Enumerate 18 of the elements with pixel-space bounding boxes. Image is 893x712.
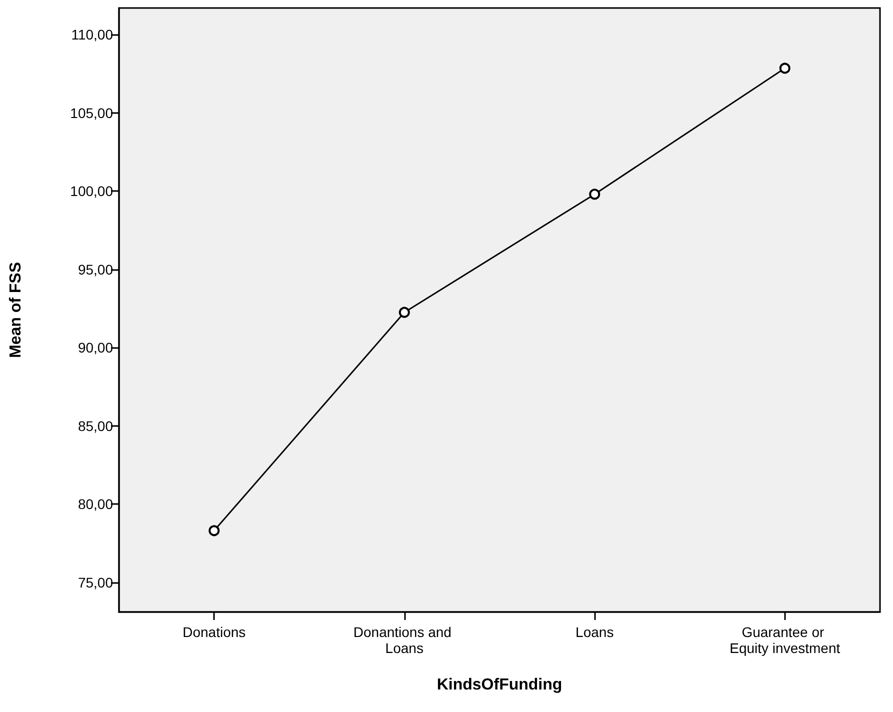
point [208,525,220,536]
x-tick-label: Loans [576,624,614,640]
x-axis-title: KindsOfFunding [436,676,562,694]
x-tick-label: Guarantee or Equity investment [730,624,840,656]
y-tick-label: 80,00 [78,496,114,512]
y-tick-label: 95,00 [78,261,114,278]
point [398,306,410,318]
y-axis-title: Mean of FSS [8,262,24,358]
y-tick-label: 90,00 [78,340,114,356]
point [589,188,600,200]
y-tick-label: 85,00 [78,418,114,434]
y-tick-label: 75,00 [78,574,114,590]
x-tick-label: Donantions and Loans [353,624,456,656]
y-tick-label: 110,00 [71,26,114,43]
x-tick-label: Donations [182,624,246,640]
point [779,62,790,74]
y-tick-label: 105,00 [70,104,114,121]
y-tick-label: 100,00 [70,183,114,200]
